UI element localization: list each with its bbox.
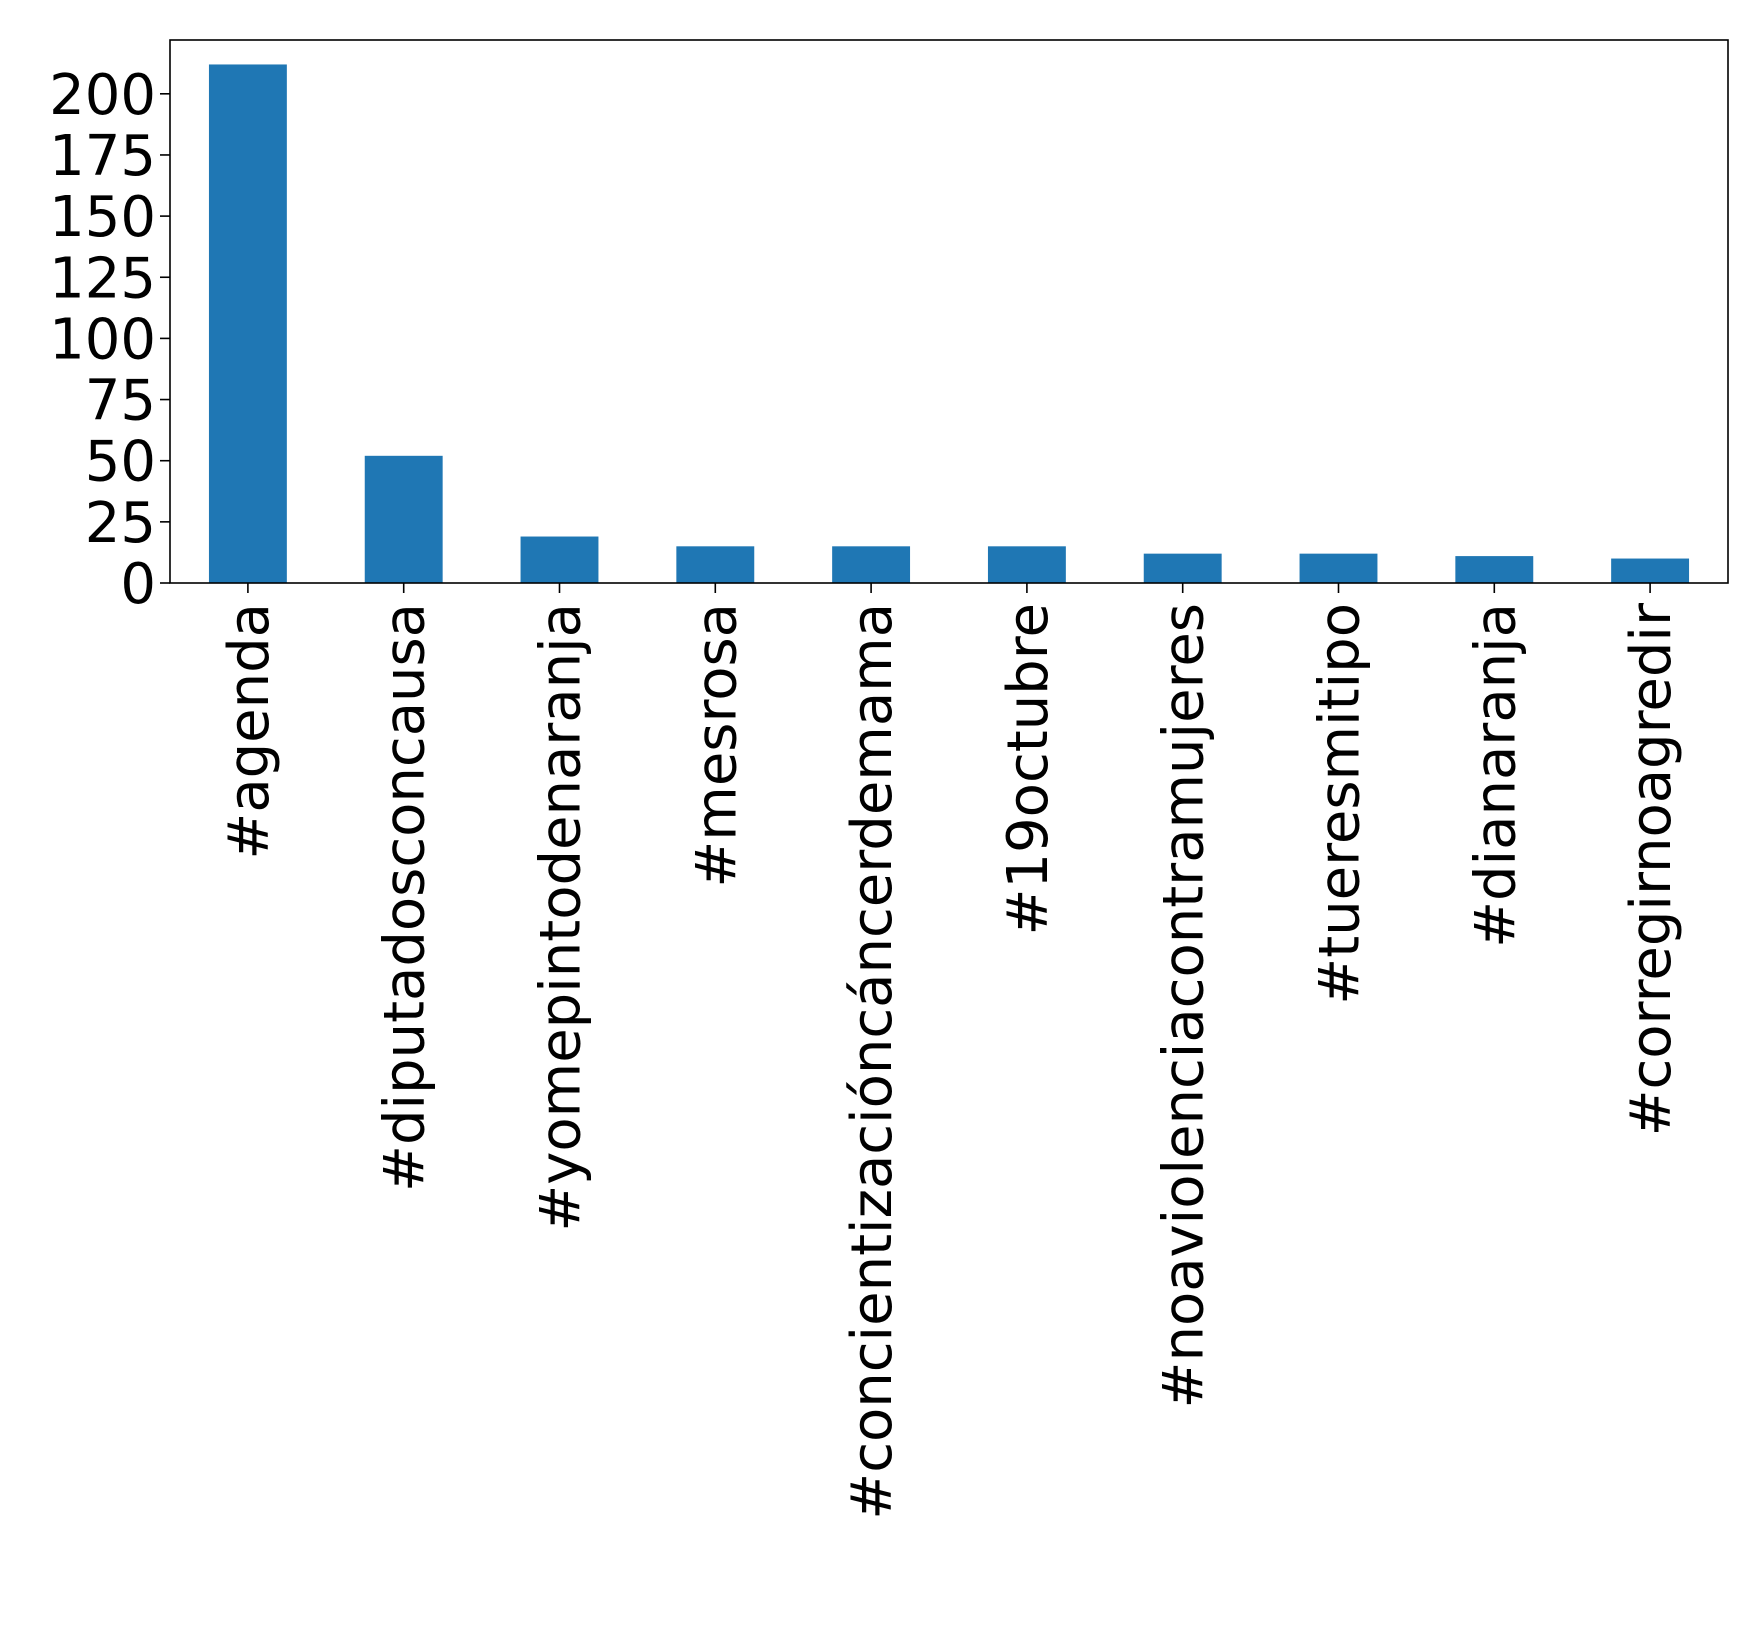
bar-4 [676,546,755,583]
x-tick-label: #tueresmitipo [1308,603,1373,1005]
bar-6 [987,546,1066,583]
y-tick-label: 175 [49,124,156,189]
bars-layer [208,64,1690,583]
y-tick-label: 150 [49,185,156,250]
y-tick-label: 0 [120,552,156,617]
y-tick-label: 200 [49,63,156,128]
bar-9 [1455,556,1534,583]
bar-1 [208,64,287,583]
y-tick-label: 125 [49,246,156,311]
x-tick-label: #dianaranja [1463,603,1528,948]
bar-7 [1143,553,1222,583]
x-axis: #agenda #diputadosconcausa #yomepintodenar… [217,583,1684,1520]
x-tick-label: #noaviolenciacontramujeres [1152,603,1217,1408]
y-tick-label: 50 [85,430,156,495]
x-tick-label: #concientizacióncáncerdemama [840,603,905,1520]
y-tick-label: 100 [49,307,156,372]
x-tick-label: #diputadosconcausa [373,603,438,1192]
bar-8 [1299,553,1378,583]
x-tick-label: #yomepintodenaranja [529,603,594,1232]
plot-area-frame [169,39,1729,584]
x-tick-label: #19octubre [996,603,1061,935]
y-tick-label: 25 [85,491,156,556]
x-tick-label: #agenda [217,603,282,860]
x-tick-label: #corregirnoagredir [1619,602,1684,1136]
bar-5 [832,546,911,583]
y-tick-label: 75 [85,369,156,434]
x-tick-label: #mesrosa [684,603,749,888]
bar-10 [1611,558,1690,583]
bar-2 [364,455,443,583]
bar-3 [520,536,599,583]
